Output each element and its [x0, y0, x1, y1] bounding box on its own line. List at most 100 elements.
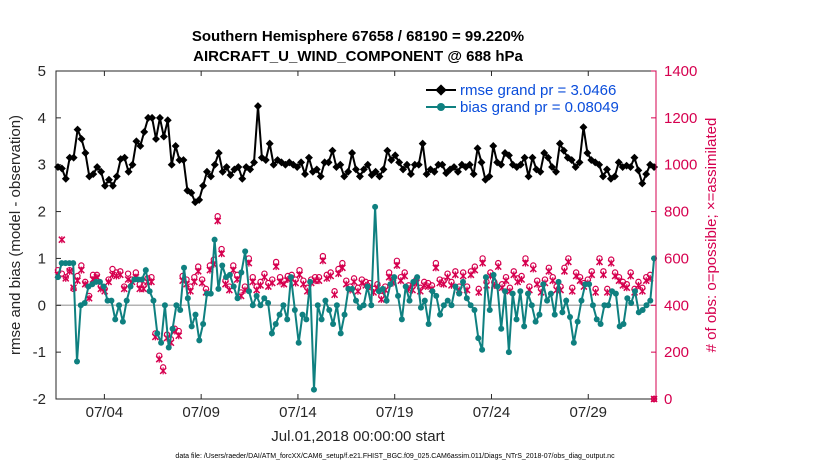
bias-point	[639, 306, 646, 313]
assimilated-obs-point	[479, 259, 487, 267]
assimilated-obs-point	[440, 280, 448, 288]
assimilated-obs-point	[420, 281, 428, 289]
bias-point	[410, 278, 417, 285]
bias-point	[234, 295, 241, 302]
assimilated-obs-point	[112, 272, 120, 280]
bias-point	[532, 318, 539, 325]
assimilated-obs-point	[521, 259, 530, 267]
x-axis-label: Jul.01,2018 00:00:00 start	[271, 428, 445, 445]
bias-point	[540, 281, 547, 288]
bias-point	[192, 311, 199, 318]
bias-point	[578, 297, 585, 304]
rmse-point	[234, 163, 243, 172]
bias-point	[444, 297, 451, 304]
left-tick-label: 3	[38, 157, 46, 174]
legend: rmse grand pr = 3.0466 bias grand pr = 0…	[426, 82, 619, 116]
bias-point	[253, 292, 260, 299]
chart-title: Southern Hemisphere 67658 / 68190 = 99.2…	[192, 28, 524, 45]
bias-point	[482, 274, 489, 281]
bias-point	[467, 302, 474, 309]
bias-point	[165, 344, 172, 351]
bias-point	[406, 297, 413, 304]
assimilated-obs-point	[299, 280, 307, 288]
rmse-point	[155, 113, 164, 122]
bias-point	[307, 278, 314, 285]
bias-point	[475, 335, 482, 342]
bias-point	[54, 274, 61, 281]
assimilated-obs-point	[638, 287, 646, 295]
assimilated-obs-point	[73, 277, 81, 285]
assimilated-obs-point	[510, 271, 518, 279]
rmse-point	[406, 170, 415, 179]
bias-point	[181, 264, 188, 271]
assimilated-obs-point	[358, 279, 366, 287]
assimilated-obs-point	[120, 285, 128, 293]
bias-point	[379, 285, 386, 292]
bias-point	[505, 349, 512, 356]
assimilated-obs-point	[105, 278, 113, 286]
assimilated-obs-point	[533, 280, 541, 288]
rmse-point	[638, 179, 647, 188]
rmse-point	[610, 172, 619, 181]
assimilated-obs-point	[292, 279, 300, 287]
rmse-point	[203, 167, 211, 176]
bias-point	[158, 339, 165, 346]
legend-rmse-label: rmse grand pr = 3.0466	[460, 82, 616, 99]
rmse-point	[544, 153, 553, 162]
assimilated-obs-point	[62, 274, 70, 282]
bias-point	[536, 311, 543, 318]
assimilated-obs-point	[155, 355, 163, 363]
rmse-point	[226, 171, 235, 179]
assimilated-obs-point	[549, 277, 557, 285]
assimilated-obs-point	[334, 270, 342, 278]
rmse-point	[112, 172, 121, 181]
right-axis-label: # of obs: o=possible; ×=assimilated	[703, 118, 720, 353]
assimilated-obs-point	[623, 284, 631, 292]
assimilated-obs-point	[319, 257, 327, 265]
rmse-point	[77, 134, 86, 143]
rmse-point	[250, 158, 258, 167]
rmse-point	[159, 132, 168, 141]
assimilated-obs-point	[295, 271, 304, 279]
bias-point	[544, 297, 551, 304]
rmse-point	[552, 167, 560, 176]
bias-point	[391, 274, 398, 281]
left-tick-label: 4	[38, 110, 46, 127]
rmse-point	[489, 142, 498, 150]
bias-point	[402, 283, 409, 290]
assimilated-obs-point	[159, 367, 167, 375]
rmse-point	[140, 127, 149, 136]
bias-point	[123, 297, 130, 304]
assimilated-obs-point	[432, 264, 440, 272]
bias-point	[513, 316, 520, 323]
assimilated-obs-point	[568, 287, 576, 295]
bias-point	[200, 321, 207, 328]
rmse-point	[422, 170, 431, 179]
assimilated-obs-point	[599, 271, 607, 279]
bias-point	[261, 295, 268, 302]
bias-point	[138, 276, 145, 283]
bias-point	[146, 288, 153, 295]
bias-point	[112, 316, 119, 323]
bias-point	[570, 339, 577, 346]
bias-point	[620, 321, 627, 328]
assimilated-obs-point	[108, 271, 117, 279]
assimilated-obs-point	[186, 287, 194, 295]
rmse-point	[642, 170, 651, 179]
rmse-point	[395, 158, 404, 167]
rmse-point	[626, 163, 635, 172]
assimilated-obs-point	[315, 277, 323, 285]
bias-point	[509, 290, 516, 297]
x-tick-label: 07/29	[569, 404, 607, 421]
bias-point	[169, 325, 176, 332]
bias-point	[612, 290, 619, 297]
bias-point	[330, 321, 337, 328]
rmse-point	[359, 165, 368, 174]
rmse-point	[328, 146, 337, 155]
left-axis-label: rmse and bias (model - observation)	[7, 115, 24, 355]
rmse-point	[403, 160, 411, 169]
bias-point	[563, 297, 570, 304]
assimilated-obs-point	[444, 273, 452, 281]
left-tick-label: -2	[33, 391, 46, 408]
bias-point	[326, 306, 333, 313]
